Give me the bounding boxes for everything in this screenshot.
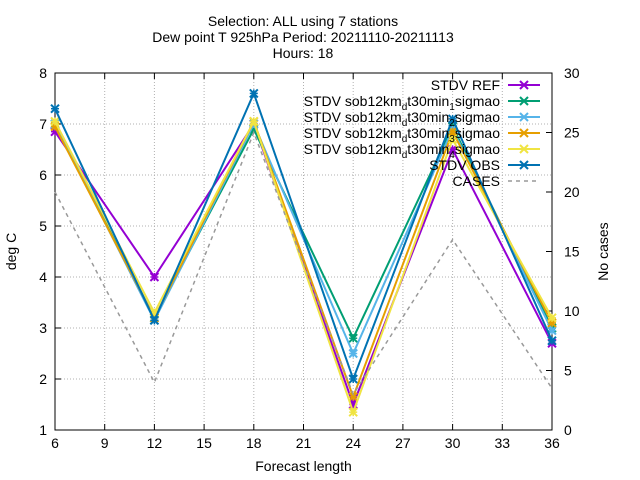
- x-tick-label: 36: [544, 435, 560, 451]
- y-tick-label: 2: [39, 371, 47, 387]
- x-axis-label: Forecast length: [255, 458, 352, 474]
- data-point: [149, 272, 160, 282]
- series-line-6: [54, 130, 553, 396]
- data-point: [547, 313, 557, 323]
- data-point: [447, 126, 458, 137]
- legend-marker: [519, 144, 529, 154]
- data-point: [348, 407, 358, 417]
- legend-label: STDV sob12kmdt30min3sigmao: [304, 125, 501, 145]
- y2-tick-label: 30: [564, 65, 580, 81]
- x-tick-label: 6: [51, 435, 59, 451]
- title-line: Hours: 18: [273, 45, 334, 61]
- legend-marker: [519, 96, 529, 106]
- legend-marker: [519, 160, 529, 170]
- y-tick-label: 1: [39, 422, 47, 438]
- title-line: Dew point T 925hPa Period: 20211110-2021…: [152, 29, 454, 45]
- x-tick-label: 21: [296, 435, 312, 451]
- data-point: [149, 315, 160, 326]
- series-line-5: [54, 90, 553, 382]
- x-tick-label: 18: [246, 435, 262, 451]
- series-group: [50, 88, 557, 417]
- legend-item: STDV sob12kmdt30min1sigmao: [304, 93, 540, 113]
- data-point: [348, 348, 358, 359]
- y-tick-label: 6: [39, 167, 47, 183]
- y2-tick-label: 15: [564, 244, 580, 260]
- legend-label: STDV sob12kmdt30min2sigmao: [304, 109, 501, 129]
- data-point: [348, 374, 358, 384]
- legend-marker: [519, 112, 529, 122]
- legend-label: STDV sob12kmdt30min1sigmao: [304, 93, 501, 113]
- y-axis-label: deg C: [3, 233, 19, 270]
- y2-tick-label: 25: [564, 125, 580, 141]
- y-tick-label: 7: [39, 116, 47, 132]
- legend-label: STDV sob12kmdt30min4sigmao: [304, 141, 501, 161]
- legend-item: STDV sob12kmdt30min3sigmao: [304, 125, 540, 145]
- legend-item: STDV sob12kmdt30min2sigmao: [304, 109, 540, 129]
- legend-marker: [519, 80, 529, 90]
- data-point: [348, 392, 358, 402]
- y2-axis-label: No cases: [595, 222, 611, 280]
- data-point: [50, 103, 60, 114]
- y2-tick-label: 5: [564, 363, 572, 379]
- legend-item: STDV sob12kmdt30min4sigmao: [304, 141, 540, 161]
- y2-tick-label: 0: [564, 422, 572, 438]
- y2-tick-label: 10: [564, 303, 580, 319]
- x-tick-label: 27: [395, 435, 411, 451]
- data-point: [50, 116, 60, 127]
- x-tick-label: 9: [101, 435, 109, 451]
- legend-item: STDV OBS: [429, 157, 540, 173]
- legend-item: CASES: [453, 173, 540, 189]
- legend-label: STDV REF: [431, 77, 500, 93]
- y2-tick-label: 20: [564, 184, 580, 200]
- data-point: [447, 114, 458, 124]
- x-tick-label: 30: [445, 435, 461, 451]
- data-point: [348, 333, 358, 343]
- y-tick-label: 3: [39, 320, 47, 336]
- x-tick-label: 15: [196, 435, 212, 451]
- grid: [55, 73, 552, 430]
- series-line-4: [54, 118, 553, 416]
- data-point: [249, 116, 259, 127]
- legend-label: CASES: [453, 173, 500, 189]
- legend-item: STDV REF: [431, 77, 540, 93]
- title-line: Selection: ALL using 7 stations: [208, 13, 398, 29]
- x-tick-label: 24: [345, 435, 361, 451]
- data-point: [447, 134, 458, 145]
- legend-label: STDV OBS: [429, 157, 500, 173]
- data-point: [249, 88, 259, 99]
- x-tick-label: 12: [147, 435, 163, 451]
- y-tick-label: 4: [39, 269, 47, 285]
- legend-marker: [519, 128, 529, 138]
- data-point: [547, 336, 557, 346]
- y-tick-label: 8: [39, 65, 47, 81]
- x-tick-label: 33: [495, 435, 511, 451]
- y-tick-label: 5: [39, 218, 47, 234]
- data-point: [547, 325, 557, 336]
